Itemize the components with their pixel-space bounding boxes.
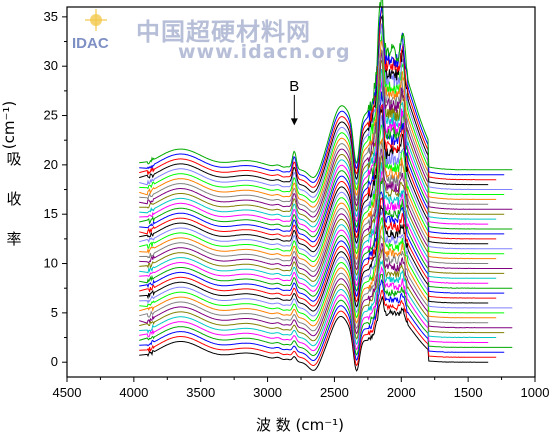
spectrum-series-line: [139, 247, 505, 342]
watermark-url: www.idacn.org: [178, 41, 351, 63]
annotation-b: B: [289, 78, 299, 126]
spectrum-series-line: [139, 36, 497, 208]
spectrum-series-line: [139, 154, 505, 282]
spectrum-series-line: [139, 0, 513, 179]
spectrum-series-line: [139, 196, 497, 307]
spectrum-series-line: [139, 68, 497, 228]
x-tick-label: 3000: [253, 385, 282, 400]
annotation-b-label: B: [289, 78, 299, 95]
spectrum-series-line: [139, 14, 489, 193]
y-tick-label: 25: [44, 108, 58, 123]
x-tick-label: 2000: [387, 385, 416, 400]
y-tick-label: 20: [44, 157, 58, 172]
y-tick-label: 15: [44, 206, 58, 221]
spectrum-series-line: [139, 6, 497, 188]
spectrum-series-line: [139, 123, 505, 263]
y-axis-title-char-2: 收: [6, 190, 21, 208]
x-tick-label: 4000: [119, 385, 148, 400]
spectrum-series-line: [139, 75, 489, 233]
watermark: IDAC 中国超硬材料网 www.idacn.org: [72, 9, 351, 63]
spectrum-series-line: [139, 30, 505, 203]
y-axis-title-char-3: 率: [6, 230, 21, 248]
y-tick-label: 5: [51, 305, 58, 320]
spectrum-series-line: [139, 60, 505, 223]
spectrum-series-line: [139, 137, 497, 268]
x-axis-title: 波 数 (cm⁻¹): [256, 416, 344, 434]
spectrum-series-line: [139, 103, 497, 248]
spectrum-series-line: [139, 169, 489, 292]
spectrum-series-line: [139, 289, 497, 367]
spectrum-series-line: [139, 177, 513, 297]
spectrum-series-line: [139, 209, 513, 317]
x-tick-label: 3500: [186, 385, 215, 400]
spectrum-series-line: [139, 225, 497, 327]
spectrum-series-line: [139, 235, 489, 332]
idac-logo-icon: [85, 9, 107, 31]
spectrum-series-line: [139, 51, 513, 218]
y-tick-label: 0: [51, 354, 58, 369]
y-axis-title-char-1: 吸: [6, 150, 21, 168]
spectrum-series-line: [139, 23, 513, 198]
series-group: [139, 0, 513, 372]
spectrum-series-line: [139, 82, 513, 238]
spectrum-series-line: [139, 279, 505, 362]
y-tick-label: 35: [44, 9, 58, 24]
spectrum-series-line: [139, 162, 497, 287]
spectrum-series-line: [139, 296, 489, 372]
annotation-b-arrowhead: [290, 118, 298, 126]
spectrum-series-line: [139, 49, 489, 213]
spectrum-series-line: [139, 205, 489, 312]
spectrum-series-line: [139, 114, 513, 258]
watermark-chinese: 中国超硬材料网: [136, 18, 311, 46]
x-tick-label: 1000: [521, 385, 550, 400]
y-tick-label: 10: [44, 256, 58, 271]
spectrum-series-line: [139, 5, 505, 183]
y-axis-unit: (cm⁻¹): [0, 101, 18, 150]
spectrum-series-line: [139, 216, 505, 322]
spectrum-series-line: [139, 141, 489, 273]
spectrum-series-line: [139, 191, 505, 302]
spectrum-series-line: [139, 106, 489, 253]
spectrum-series-line: [139, 273, 513, 357]
y-tick-label: 30: [44, 58, 58, 73]
spectrum-series-line: [139, 91, 505, 243]
x-tick-label: 2500: [320, 385, 349, 400]
watermark-logo-text: IDAC: [72, 35, 109, 52]
x-tick-label: 1500: [454, 385, 483, 400]
spectrum-series-line: [139, 259, 497, 347]
y-axis: 0 5 10 15 20 25 30 35: [44, 9, 67, 369]
spectrum-series-line: [139, 265, 489, 352]
x-tick-label: 4500: [53, 385, 82, 400]
spectrum-series-line: [139, 243, 513, 337]
x-axis: 4500 4000 3500 3000 2500 2000 1500 1000: [53, 377, 550, 400]
spectrum-series-line: [139, 148, 513, 277]
